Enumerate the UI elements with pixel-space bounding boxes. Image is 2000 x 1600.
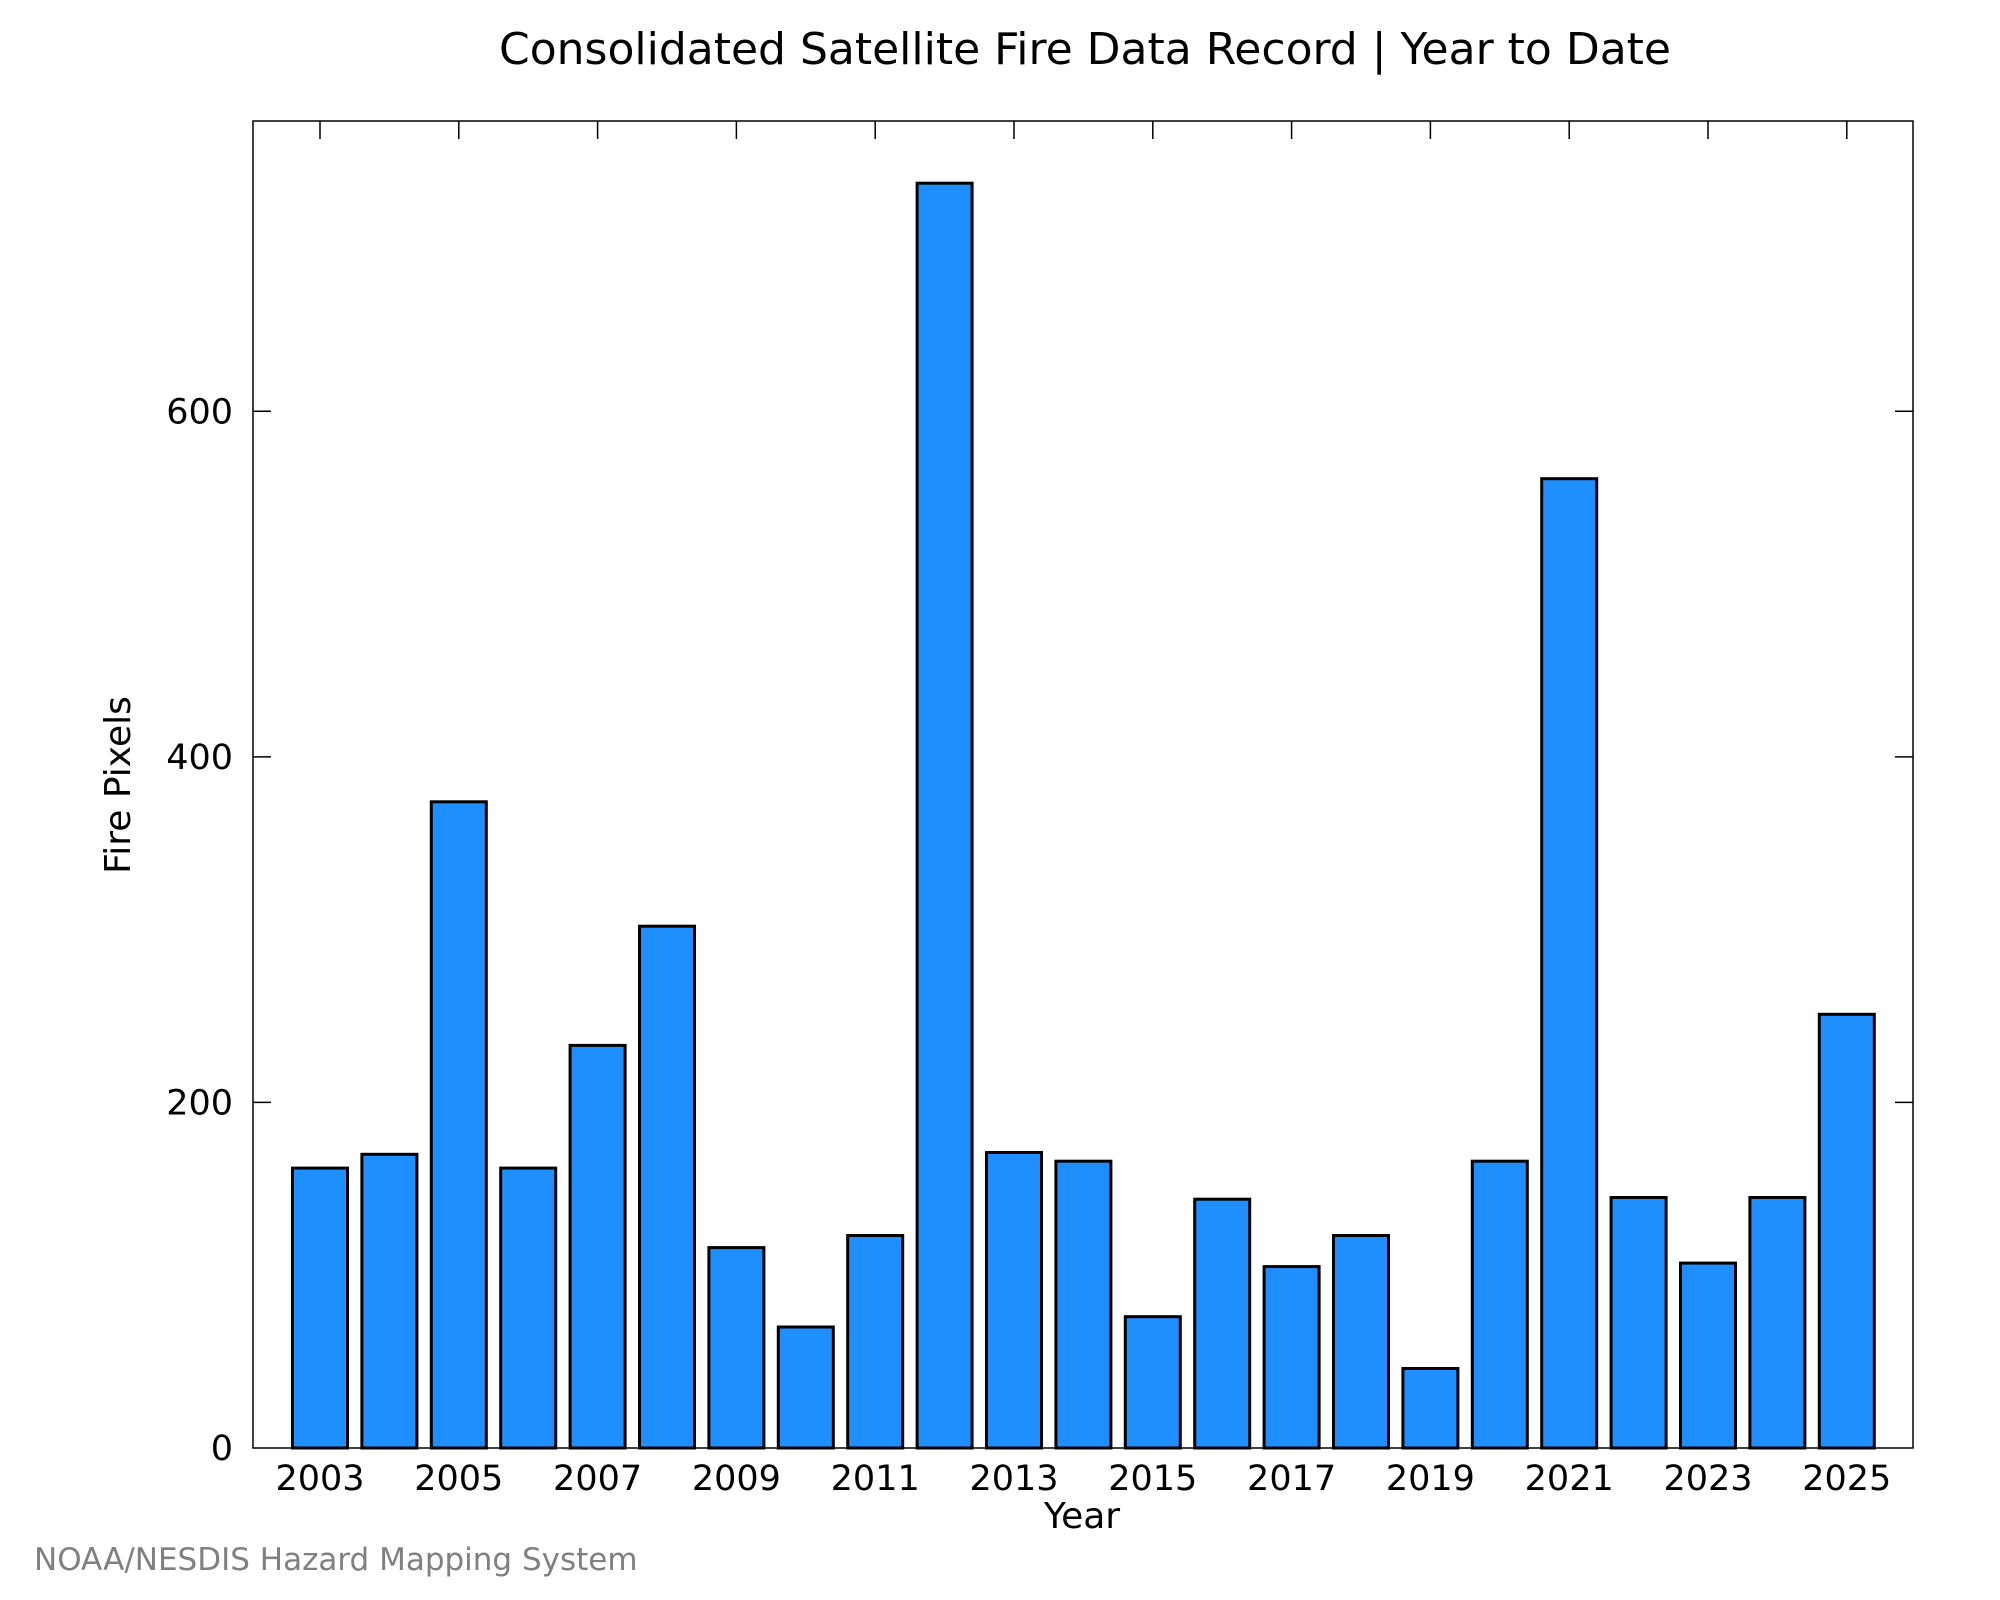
bar-2019 [1401,1367,1460,1450]
plot-frame [252,120,1914,1449]
bar-2009 [707,1246,766,1450]
bar-2007 [568,1043,627,1450]
x-tick-label-2005: 2005 [414,1459,503,1499]
x-tick-label-2013: 2013 [969,1459,1058,1499]
chart-title: Consolidated Satellite Fire Data Record … [499,24,1671,75]
bar-2025 [1817,1012,1876,1450]
bar-2011 [846,1234,905,1450]
bar-2014 [1054,1159,1113,1450]
y-axis: 0 200 400 600 [166,392,1913,1469]
bar-2017 [1262,1265,1321,1450]
bar-2013 [985,1151,1043,1450]
bar-2018 [1332,1234,1390,1450]
bar-2008 [638,924,696,1450]
x-tick-label-2003: 2003 [275,1459,364,1499]
bar-2010 [776,1325,835,1450]
bars-layer [291,181,1876,1450]
x-tick-label-2021: 2021 [1525,1459,1614,1499]
x-tick-label-2007: 2007 [553,1459,642,1499]
bar-2004 [360,1152,419,1450]
bar-2015 [1123,1315,1182,1450]
credit-text: NOAA/NESDIS Hazard Mapping System [34,1542,638,1578]
bar-2020 [1470,1159,1529,1450]
bar-2024 [1748,1196,1807,1450]
bar-2016 [1193,1197,1252,1450]
x-tick-label-2017: 2017 [1247,1459,1336,1499]
bar-2005 [429,800,488,1450]
x-tick-label-2011: 2011 [831,1459,920,1499]
y-tick-label-200: 200 [166,1083,233,1123]
bar-2022 [1609,1196,1668,1450]
y-axis-label: Fire Pixels [98,696,139,874]
x-axis-label: Year [1043,1496,1120,1537]
y-tick-label-0: 0 [211,1429,233,1469]
x-axis: 2003 2005 2007 2009 2011 2013 2015 2017 2019 2021… [275,121,1891,1499]
bar-2021 [1540,477,1599,1450]
y-tick-label-600: 600 [166,392,233,432]
x-tick-label-2015: 2015 [1108,1459,1197,1499]
bar-2003 [291,1166,349,1450]
bar-2012 [915,181,974,1450]
x-tick-label-2023: 2023 [1663,1459,1752,1499]
x-tick-label-2009: 2009 [692,1459,781,1499]
x-tick-label-2025: 2025 [1802,1459,1891,1499]
y-tick-label-400: 400 [166,738,233,778]
bar-2006 [499,1166,558,1450]
bar-2023 [1679,1261,1737,1450]
x-tick-label-2019: 2019 [1386,1459,1475,1499]
